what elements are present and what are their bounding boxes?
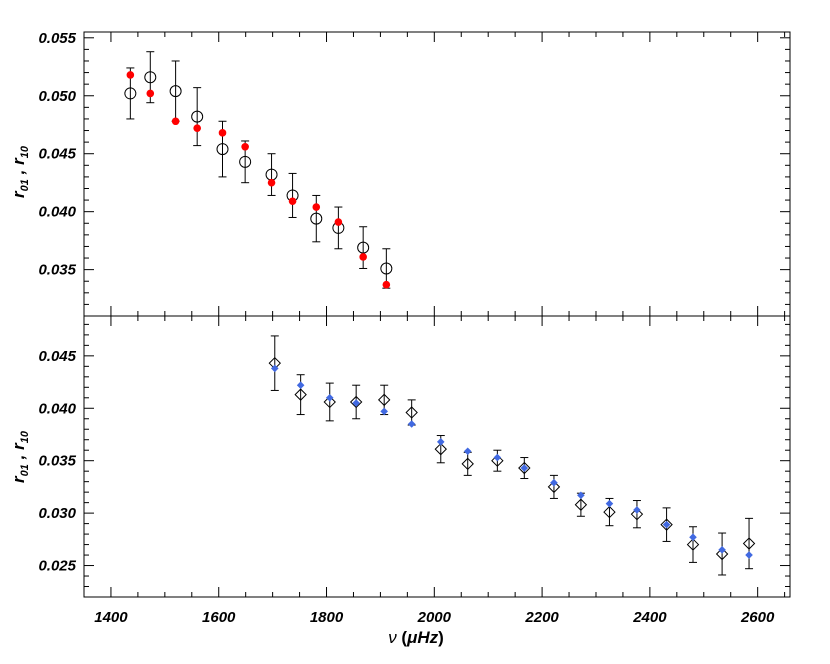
red-filled-point <box>126 71 135 79</box>
blue-filled-point <box>407 420 416 428</box>
x-tick-label: 2400 <box>632 609 667 626</box>
open-diamond-point <box>491 454 504 467</box>
red-filled-point <box>312 203 321 211</box>
x-tick-labels: 1400 1600 1800 2000 2200 2400 2600 <box>94 609 775 626</box>
blue-filled-point <box>718 546 726 554</box>
x-tick-label: 1400 <box>94 609 128 626</box>
open-diamond-point <box>547 480 561 494</box>
y-tick-label: 0.045 <box>38 146 76 163</box>
x-tick-label: 2600 <box>740 609 775 626</box>
bottom-panel-frame <box>83 315 791 598</box>
top-y-axis-label: r01 , r10 <box>9 145 31 198</box>
blue-filled-point <box>352 399 360 407</box>
blue-filled-point <box>463 447 472 456</box>
open-diamond-point <box>434 442 447 456</box>
open-diamond-point <box>377 393 391 407</box>
y-tick-label: 0.040 <box>38 204 76 221</box>
open-diamond-point <box>294 388 307 401</box>
open-diamond-point <box>603 505 616 519</box>
blue-filled-point <box>296 381 305 390</box>
top-panel-marks <box>124 51 393 289</box>
blue-filled-point <box>633 506 641 514</box>
open-circle-point <box>216 143 229 156</box>
open-diamond-point <box>574 498 588 511</box>
bottom-y-axis-label: r01 , r10 <box>9 430 31 483</box>
bottom-panel: 0.025 0.030 0.035 0.040 0.045 1400 1600 1800 20… <box>9 315 791 626</box>
top-panel-ticks <box>84 32 790 317</box>
open-diamond-point <box>742 537 756 550</box>
bottom-y-tick-labels: 0.025 0.030 0.035 0.040 0.045 <box>38 348 76 575</box>
open-diamond-point <box>518 461 531 475</box>
blue-filled-point <box>493 453 502 462</box>
x-tick-label: 2200 <box>524 609 559 626</box>
blue-filled-point <box>689 533 697 542</box>
y-tick-label: 0.050 <box>38 88 76 105</box>
x-tick-label: 1600 <box>202 609 236 626</box>
open-diamond-point <box>323 395 336 409</box>
y-tick-label: 0.025 <box>38 558 76 575</box>
red-filled-point <box>288 197 297 206</box>
open-circle-point <box>169 85 182 98</box>
blue-filled-point <box>520 464 529 472</box>
top-panel: 0.035 0.040 0.045 0.050 0.055 r01 , r10 <box>9 30 791 317</box>
blue-filled-point <box>380 407 388 416</box>
open-circle-point <box>144 71 157 84</box>
open-diamond-point <box>715 547 729 561</box>
red-filled-point <box>382 280 391 289</box>
blue-filled-point <box>436 438 445 446</box>
red-filled-point <box>218 129 227 137</box>
y-tick-label: 0.035 <box>38 453 76 470</box>
top-y-tick-labels: 0.035 0.040 0.045 0.050 0.055 <box>38 30 76 279</box>
x-axis-label: ν (μHz) <box>388 628 444 647</box>
open-diamond-point <box>349 395 363 409</box>
y-tick-label: 0.045 <box>38 348 76 365</box>
y-tick-label: 0.040 <box>38 400 76 417</box>
blue-filled-point <box>745 551 753 559</box>
blue-filled-point <box>550 478 558 487</box>
open-diamond-point <box>405 406 418 419</box>
blue-filled-point <box>325 393 334 402</box>
y-tick-label: 0.030 <box>38 505 76 522</box>
y-tick-label: 0.055 <box>38 30 76 47</box>
red-filled-point <box>171 117 180 126</box>
red-filled-point <box>334 218 343 226</box>
red-filled-point <box>146 89 155 98</box>
blue-filled-point <box>577 491 585 500</box>
blue-filled-point <box>270 364 279 373</box>
bottom-panel-ticks <box>84 316 790 598</box>
x-tick-label: 2000 <box>417 609 452 626</box>
blue-filled-point <box>605 499 614 508</box>
open-diamond-point <box>630 507 644 521</box>
red-filled-point <box>359 253 367 261</box>
open-circle-point <box>191 110 204 123</box>
open-diamond-point <box>461 457 474 471</box>
open-circle-point <box>239 155 252 168</box>
y-tick-label: 0.035 <box>38 262 76 279</box>
open-diamond-point <box>660 518 673 531</box>
bottom-panel-marks <box>268 335 756 576</box>
open-circle-point <box>124 87 137 100</box>
open-diamond-point <box>686 538 700 551</box>
blue-filled-point <box>662 520 671 529</box>
red-filled-point <box>193 124 201 133</box>
top-panel-frame <box>83 31 791 317</box>
open-circle-point <box>310 212 323 225</box>
x-tick-label: 1800 <box>310 609 344 626</box>
red-filled-point <box>267 178 276 187</box>
open-circle-point <box>380 262 393 275</box>
red-filled-point <box>241 142 249 151</box>
